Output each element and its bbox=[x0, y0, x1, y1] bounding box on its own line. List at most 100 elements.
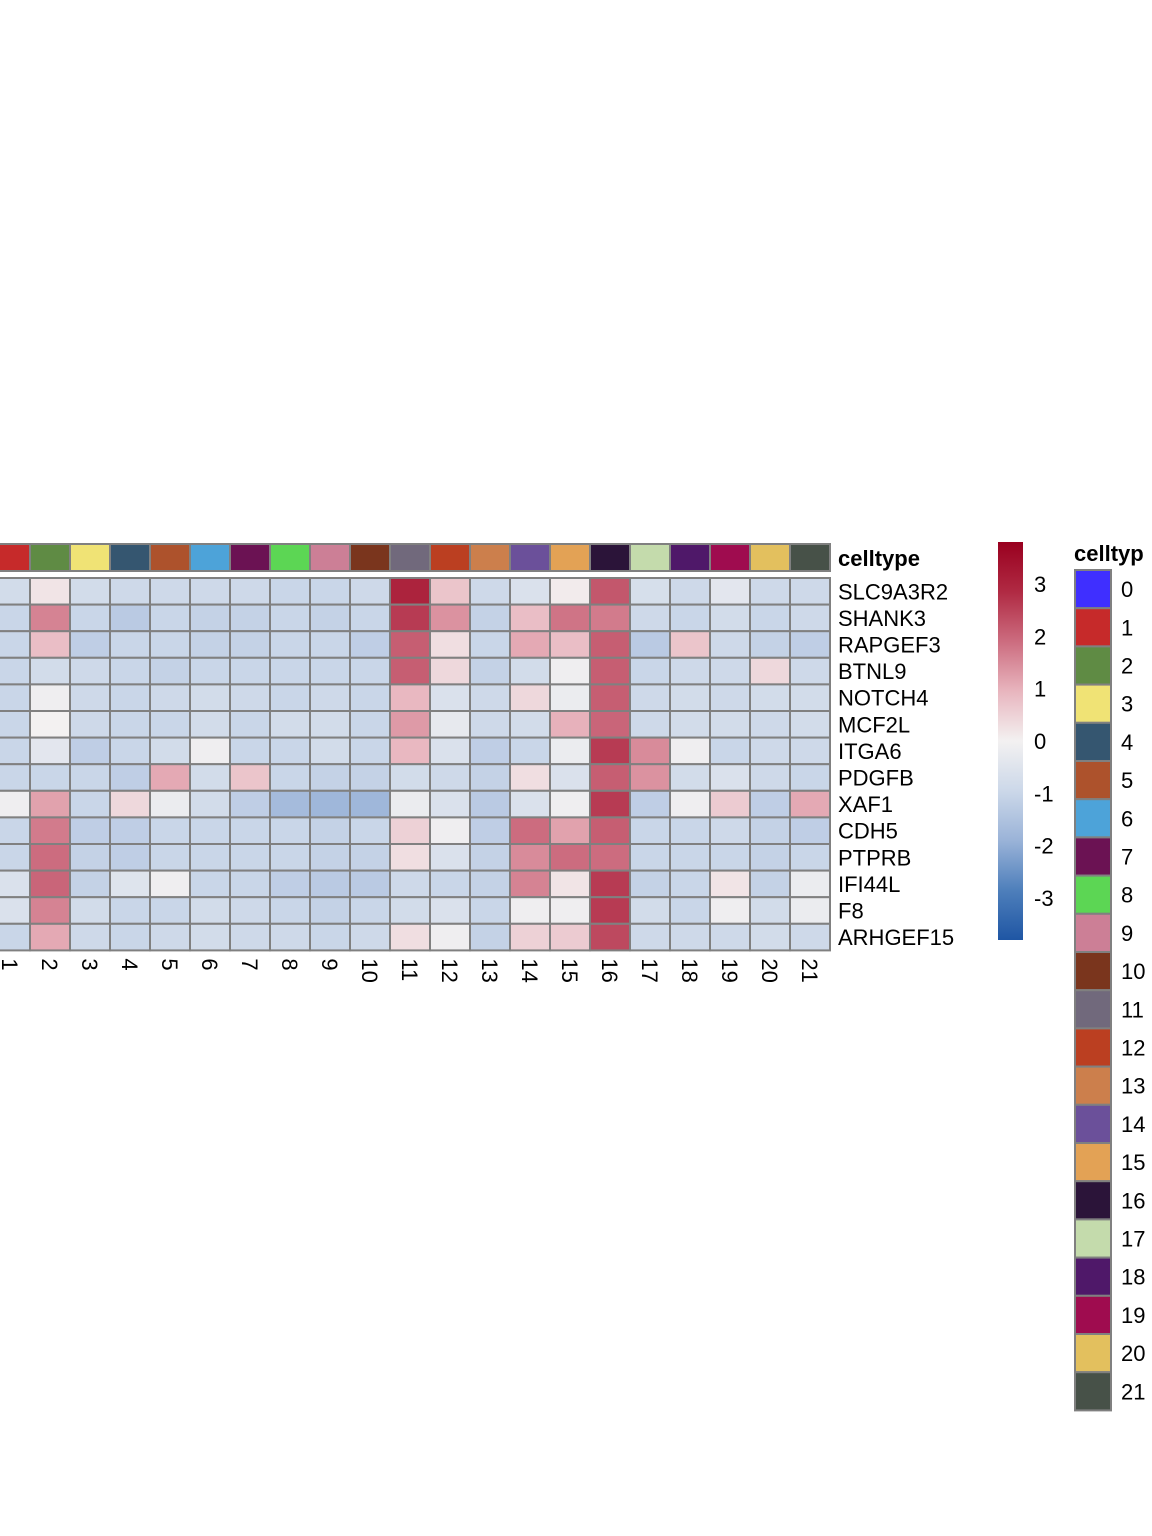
heatmap-cell bbox=[549, 922, 591, 952]
heatmap-cell bbox=[629, 816, 671, 846]
heatmap-cell bbox=[789, 763, 831, 792]
heatmap-cell bbox=[469, 789, 511, 819]
column-label: 16 bbox=[597, 958, 622, 982]
column-label: 21 bbox=[797, 958, 822, 982]
heatmap-cell bbox=[549, 789, 591, 819]
heatmap-cell bbox=[389, 656, 431, 686]
heatmap-cell bbox=[349, 603, 391, 633]
heatmap-cell bbox=[789, 843, 831, 872]
heatmap-cell bbox=[749, 763, 791, 792]
heatmap-cell bbox=[629, 789, 671, 819]
heatmap-cell bbox=[669, 896, 711, 925]
heatmap-cell bbox=[349, 630, 391, 659]
heatmap-cell bbox=[109, 683, 151, 713]
heatmap-cell bbox=[149, 843, 191, 872]
heatmap-cell bbox=[509, 922, 551, 952]
heatmap-cell bbox=[669, 603, 711, 633]
row-label: SLC9A3R2 bbox=[838, 579, 948, 604]
legend-label: 10 bbox=[1121, 959, 1145, 984]
heatmap-cell bbox=[309, 630, 351, 659]
heatmap-cell bbox=[0, 869, 31, 899]
column-label: 7 bbox=[237, 958, 262, 970]
annotation-cell-21 bbox=[789, 543, 831, 572]
heatmap-cell bbox=[669, 710, 711, 739]
heatmap-cell bbox=[589, 869, 631, 899]
heatmap-cell bbox=[189, 630, 231, 659]
heatmap-cell bbox=[709, 763, 751, 792]
heatmap-cell bbox=[229, 656, 271, 686]
heatmap-cell bbox=[69, 763, 111, 792]
heatmap-cell bbox=[429, 843, 471, 872]
heatmap-cell bbox=[349, 656, 391, 686]
heatmap-cell bbox=[269, 630, 311, 659]
heatmap-cell bbox=[709, 869, 751, 899]
heatmap-cell bbox=[429, 816, 471, 846]
legend-swatch-6 bbox=[1074, 798, 1112, 839]
heatmap-cell bbox=[549, 603, 591, 633]
heatmap-cell bbox=[749, 789, 791, 819]
heatmap-cell bbox=[389, 577, 431, 606]
row-label: IFI44L bbox=[838, 872, 900, 897]
heatmap-cell bbox=[69, 656, 111, 686]
heatmap-cell bbox=[0, 816, 31, 846]
heatmap-cell bbox=[0, 577, 31, 606]
heatmap-cell bbox=[269, 789, 311, 819]
annotation-cell-18 bbox=[669, 543, 711, 572]
heatmap-cell bbox=[709, 789, 751, 819]
column-label: 1 bbox=[0, 958, 22, 970]
heatmap-cell bbox=[309, 896, 351, 925]
heatmap-cell bbox=[509, 869, 551, 899]
heatmap-cell bbox=[189, 683, 231, 713]
heatmap-cell bbox=[669, 736, 711, 766]
heatmap-cell bbox=[189, 603, 231, 633]
heatmap-cell bbox=[749, 896, 791, 925]
heatmap-cell bbox=[429, 789, 471, 819]
heatmap-cell bbox=[229, 736, 271, 766]
row-label: PDGFB bbox=[838, 766, 914, 791]
heatmap-cell bbox=[189, 816, 231, 846]
heatmap-cell bbox=[309, 922, 351, 952]
heatmap-cell bbox=[269, 683, 311, 713]
heatmap-cell bbox=[509, 763, 551, 792]
scale-tick-label: 2 bbox=[1034, 624, 1046, 649]
legend-label: 3 bbox=[1121, 692, 1133, 717]
legend-label: 6 bbox=[1121, 806, 1133, 831]
heatmap-cell bbox=[229, 869, 271, 899]
heatmap-cell bbox=[749, 869, 791, 899]
heatmap-cell bbox=[349, 710, 391, 739]
legend-swatch-5 bbox=[1074, 760, 1112, 801]
heatmap-cell bbox=[789, 656, 831, 686]
heatmap-cell bbox=[149, 763, 191, 792]
heatmap-cell bbox=[69, 683, 111, 713]
heatmap-cell bbox=[709, 710, 751, 739]
heatmap-cell bbox=[709, 816, 751, 846]
heatmap-cell bbox=[549, 577, 591, 606]
scale-tick-label: -2 bbox=[1034, 834, 1054, 859]
heatmap-cells bbox=[0, 577, 831, 952]
heatmap-cell bbox=[469, 656, 511, 686]
heatmap-cell bbox=[549, 816, 591, 846]
heatmap-cell bbox=[549, 736, 591, 766]
heatmap-cell bbox=[309, 763, 351, 792]
heatmap-cell bbox=[309, 710, 351, 739]
heatmap-cell bbox=[189, 922, 231, 952]
heatmap-cell bbox=[109, 896, 151, 925]
row-label: RAPGEF3 bbox=[838, 633, 941, 658]
heatmap-cell bbox=[669, 683, 711, 713]
heatmap-cell bbox=[349, 736, 391, 766]
heatmap-cell bbox=[469, 630, 511, 659]
heatmap-cell bbox=[749, 656, 791, 686]
heatmap-cell bbox=[109, 736, 151, 766]
legend-swatch-4 bbox=[1074, 721, 1112, 762]
heatmap-cell bbox=[429, 683, 471, 713]
heatmap-cell bbox=[309, 683, 351, 713]
heatmap-cell bbox=[29, 816, 71, 846]
heatmap-cell bbox=[309, 789, 351, 819]
annotation-cell-7 bbox=[229, 543, 271, 572]
legend-swatch-9 bbox=[1074, 912, 1112, 953]
heatmap-cell bbox=[549, 630, 591, 659]
heatmap-cell bbox=[29, 630, 71, 659]
heatmap-cell bbox=[269, 763, 311, 792]
